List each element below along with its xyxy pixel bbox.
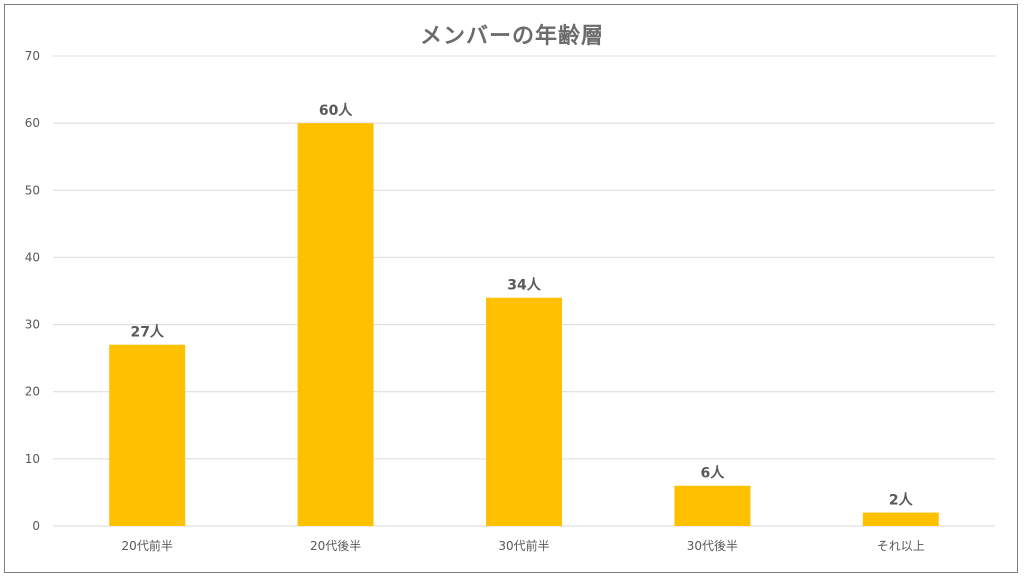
data-label: 34人: [507, 277, 541, 294]
bar: [674, 485, 751, 526]
y-tick-label: 10: [25, 452, 40, 466]
bar: [297, 123, 374, 527]
data-labels: 27人 60人 34人 6人 2人: [130, 102, 913, 508]
category-label: 20代後半: [310, 539, 361, 553]
data-label: 27人: [130, 324, 164, 341]
category-label: 20代前半: [122, 538, 173, 553]
y-tick-label: 70: [25, 49, 40, 63]
chart-title: メンバーの年齢層: [419, 24, 604, 49]
x-axis-categories: 20代前半 20代後半 30代前半 30代後半 それ以上: [122, 538, 925, 553]
y-axis-ticks: 0 10 20 30 40 50 60 70: [25, 49, 40, 533]
category-label: 30代前半: [498, 538, 549, 553]
category-label: それ以上: [877, 539, 925, 553]
y-tick-label: 40: [25, 250, 40, 264]
bar: [486, 297, 562, 526]
y-tick-label: 60: [25, 116, 40, 130]
data-label: 2人: [889, 492, 914, 509]
data-label: 6人: [701, 465, 726, 482]
y-tick-label: 20: [25, 385, 40, 399]
bar: [862, 512, 939, 526]
category-label: 30代後半: [687, 539, 738, 553]
y-tick-label: 0: [32, 519, 40, 533]
bars: [109, 123, 939, 527]
bar: [109, 344, 186, 526]
y-tick-label: 50: [25, 183, 40, 197]
data-label: 60人: [319, 102, 353, 119]
y-tick-label: 30: [25, 318, 40, 332]
